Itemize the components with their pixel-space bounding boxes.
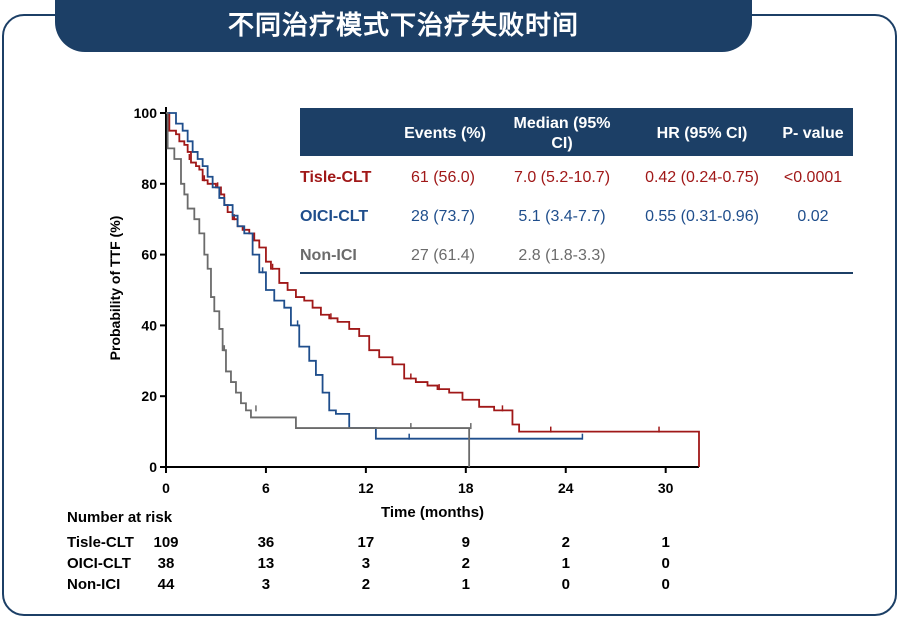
series-line-oici-clt xyxy=(166,112,583,440)
y-tick-label: 20 xyxy=(141,388,157,404)
y-tick-label: 40 xyxy=(141,317,157,333)
x-axis-label: Time (months) xyxy=(381,504,484,521)
stats-median: 5.1 (3.4-7.7) xyxy=(518,208,605,225)
stats-table xyxy=(300,108,853,274)
stats-median: 7.0 (5.2-10.7) xyxy=(514,169,610,186)
risk-count: 0 xyxy=(662,576,670,593)
y-axis-label: Probability of TTF (%) xyxy=(107,216,123,361)
risk-row-label: Tisle-CLT xyxy=(67,534,134,551)
risk-count: 0 xyxy=(662,555,670,572)
stats-median: 2.8 (1.8-3.3) xyxy=(518,247,605,264)
stats-p-value: 0.02 xyxy=(797,208,828,225)
risk-row-label: Non-ICI xyxy=(67,576,120,593)
risk-count: 1 xyxy=(562,555,570,572)
survival-curves xyxy=(166,112,700,467)
stats-hr: 0.42 (0.24-0.75) xyxy=(645,169,759,186)
stats-table-text: Events (%) Median (95% CI) HR (95% CI) P- va… xyxy=(300,115,844,264)
stats-header-bar xyxy=(300,108,853,156)
stats-events: 61 (56.0) xyxy=(411,169,475,186)
stats-row-label: Tisle-CLT xyxy=(300,169,372,186)
risk-count: 9 xyxy=(462,534,470,551)
risk-count: 2 xyxy=(362,576,370,593)
stats-p-value: <0.0001 xyxy=(784,169,842,186)
x-tick-label: 12 xyxy=(358,480,374,496)
y-tick-label: 100 xyxy=(134,105,158,121)
risk-count: 17 xyxy=(358,534,375,551)
risk-count: 109 xyxy=(153,534,178,551)
x-tick-label: 0 xyxy=(162,480,170,496)
risk-count: 3 xyxy=(262,576,270,593)
x-tick-label: 18 xyxy=(458,480,474,496)
stats-hr: 0.55 (0.31-0.96) xyxy=(645,208,759,225)
stats-header: Events (%) xyxy=(404,125,486,142)
stats-header-median: Median (95% CI) xyxy=(514,115,611,152)
y-tick-label: 0 xyxy=(149,459,157,475)
risk-count: 13 xyxy=(258,555,275,572)
title-banner xyxy=(55,0,752,52)
axes: 0 20 40 60 80 100 0 6 12 18 24 30 Time (months) Proba… xyxy=(107,105,699,521)
risk-count: 2 xyxy=(562,534,570,551)
y-tick-label: 60 xyxy=(141,247,157,263)
stats-header: HR (95% CI) xyxy=(657,125,748,142)
page-title: 不同治疗模式下治疗失败时间 xyxy=(227,11,579,41)
x-tick-label: 6 xyxy=(262,480,270,496)
risk-row-label: OICI-CLT xyxy=(67,555,131,572)
stats-row-label: Non-ICI xyxy=(300,247,357,264)
risk-count: 36 xyxy=(258,534,275,551)
stats-events: 28 (73.7) xyxy=(411,208,475,225)
risk-table: Number at risk Tisle-CLT 109 36 17 9 2 1 OICI-CL… xyxy=(67,509,670,593)
risk-table-title: Number at risk xyxy=(67,509,173,526)
risk-count: 3 xyxy=(362,555,370,572)
risk-count: 44 xyxy=(158,576,175,593)
x-tick-label: 30 xyxy=(658,480,674,496)
risk-count: 1 xyxy=(662,534,670,551)
x-tick-label: 24 xyxy=(558,480,574,496)
risk-count: 38 xyxy=(158,555,175,572)
y-tick-label: 80 xyxy=(141,176,157,192)
risk-count: 2 xyxy=(462,555,470,572)
series-line-tisle-clt xyxy=(166,112,700,467)
risk-count: 0 xyxy=(562,576,570,593)
stats-row-label: OICI-CLT xyxy=(300,208,368,225)
stats-header: P- value xyxy=(782,125,843,142)
risk-count: 1 xyxy=(462,576,470,593)
stats-events: 27 (61.4) xyxy=(411,247,475,264)
series-line-non-ici xyxy=(166,112,471,467)
